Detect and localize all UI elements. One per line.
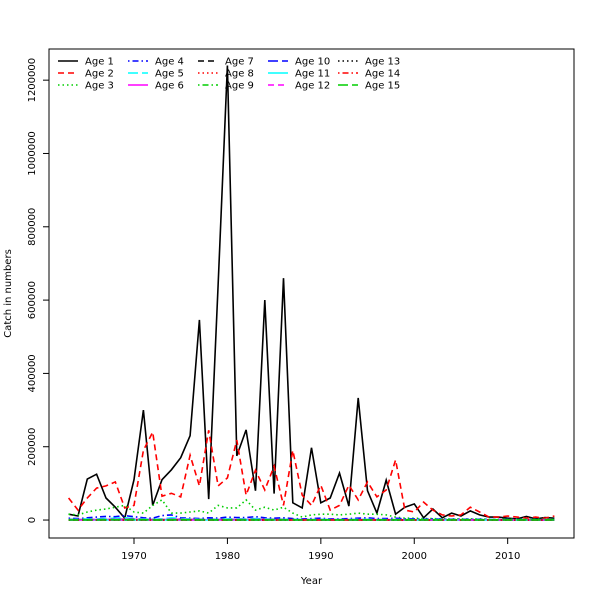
legend-label: Age 15: [365, 81, 400, 92]
x-tick-label: 1980: [215, 551, 240, 562]
legend-item-age-8: Age 8: [198, 69, 254, 80]
legend-label: Age 6: [155, 81, 184, 92]
legend-label: Age 12: [295, 81, 330, 92]
legend-label: Age 10: [295, 57, 330, 68]
legend-item-age-1: Age 1: [58, 57, 114, 68]
legend-label: Age 13: [365, 57, 400, 68]
legend-item-age-2: Age 2: [58, 69, 114, 80]
legend-label: Age 11: [295, 69, 330, 80]
series-line-age-2: [67, 429, 555, 520]
legend-label: Age 5: [155, 69, 184, 80]
legend-item-age-7: Age 7: [198, 57, 254, 68]
x-tick-label: 2000: [402, 551, 427, 562]
series-line-age-1: [68, 65, 555, 520]
legend-item-age-4: Age 4: [128, 57, 184, 68]
x-axis-label: Year: [300, 576, 323, 587]
legend-item-age-13: Age 13: [338, 57, 400, 68]
x-tick-label: 1990: [308, 551, 333, 562]
legend-item-age-12: Age 12: [268, 81, 330, 92]
y-tick-label: 800000: [27, 208, 38, 246]
legend-label: Age 9: [225, 81, 254, 92]
legend-label: Age 1: [85, 57, 114, 68]
legend-item-age-14: Age 14: [338, 69, 400, 80]
legend-label: Age 14: [365, 69, 400, 80]
legend-item-age-10: Age 10: [268, 57, 330, 68]
x-tick-label: 1970: [121, 551, 146, 562]
legend-item-age-15: Age 15: [338, 81, 400, 92]
axes-layer: 1970 1980 1990 2000 2010 0 200000 400000 600000 8…: [27, 58, 520, 562]
legend-label: Age 4: [155, 57, 184, 68]
legend-item-age-9: Age 9: [198, 81, 254, 92]
legend-label: Age 8: [225, 69, 254, 80]
legend-label: Age 3: [85, 81, 114, 92]
plot-frame: [48, 48, 575, 539]
y-tick-label: 0: [27, 517, 38, 523]
x-tick-label: 2010: [495, 551, 520, 562]
series-line-age-3: [68, 498, 555, 521]
legend-item-age-5: Age 5: [128, 69, 184, 80]
legend-item-age-3: Age 3: [58, 81, 114, 92]
legend-label: Age 7: [225, 57, 254, 68]
y-tick-label: 400000: [27, 354, 38, 392]
y-tick-label: 200000: [27, 428, 38, 466]
legend-item-age-6: Age 6: [128, 81, 184, 92]
y-tick-label: 1000000: [27, 131, 38, 176]
y-axis-label: Catch in numbers: [3, 249, 14, 338]
legend-item-age-11: Age 11: [268, 69, 330, 80]
y-tick-label: 1200000: [27, 58, 38, 103]
legend-label: Age 2: [85, 69, 114, 80]
series-layer: [67, 65, 555, 521]
y-tick-label: 600000: [27, 281, 38, 319]
